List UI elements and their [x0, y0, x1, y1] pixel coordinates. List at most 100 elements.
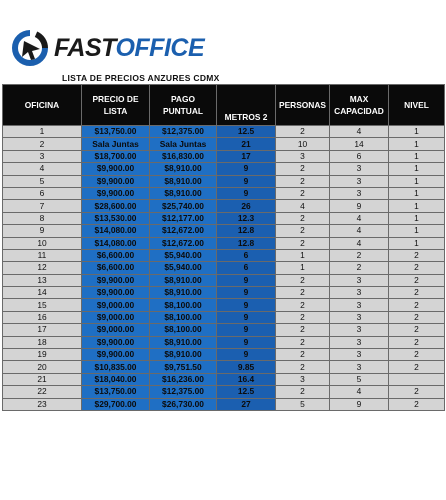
cell-precio: $6,600.00	[81, 261, 150, 275]
cell-metros: 9	[216, 186, 276, 201]
cell-max: 3	[329, 323, 389, 337]
cell-precio: $13,750.00	[81, 124, 150, 139]
cell-precio: $9,900.00	[81, 335, 150, 350]
cell-max: 9	[329, 397, 389, 412]
cell-pago: $16,830.00	[149, 149, 217, 164]
cell-precio: $6,600.00	[81, 248, 150, 263]
cell-max: 3	[329, 348, 389, 362]
cell-oficina: 20	[2, 360, 82, 374]
cell-precio: $9,900.00	[81, 162, 150, 176]
cell-oficina: 5	[2, 174, 82, 188]
cell-metros: 16.4	[216, 372, 276, 387]
cell-precio: $13,750.00	[81, 385, 150, 399]
cell-pago: $8,100.00	[149, 298, 217, 312]
cell-metros: 12.8	[216, 236, 276, 250]
cell-nivel	[388, 372, 445, 387]
cell-personas: 10	[275, 137, 330, 151]
cell-precio: $14,080.00	[81, 236, 150, 250]
cell-pago: $8,910.00	[149, 186, 217, 201]
cell-precio: $29,700.00	[81, 397, 150, 412]
cell-metros: 12.8	[216, 224, 276, 238]
table-row: 4 $9,900.00 $8,910.00 9 2 3 1	[2, 162, 445, 176]
cell-nivel: 2	[388, 360, 445, 374]
cell-oficina: 15	[2, 298, 82, 312]
cell-metros: 9	[216, 310, 276, 325]
fastoffice-logo: FASTOFFICE	[10, 27, 205, 69]
cell-pago: $12,672.00	[149, 236, 217, 250]
cell-nivel: 1	[388, 211, 445, 226]
cell-precio: $13,530.00	[81, 211, 150, 226]
cell-personas: 2	[275, 186, 330, 201]
cell-personas: 2	[275, 174, 330, 188]
cell-max: 3	[329, 273, 389, 288]
cell-nivel: 2	[388, 335, 445, 350]
cell-metros: 9	[216, 323, 276, 337]
header-oficina: OFICINA	[2, 84, 82, 126]
cell-pago: $8,910.00	[149, 174, 217, 188]
cell-personas: 2	[275, 335, 330, 350]
table-row: 17 $9,000.00 $8,100.00 9 2 3 2	[2, 323, 445, 337]
cell-oficina: 16	[2, 310, 82, 325]
cell-metros: 27	[216, 397, 276, 412]
cell-personas: 2	[275, 273, 330, 288]
cell-nivel: 1	[388, 186, 445, 201]
cell-max: 4	[329, 385, 389, 399]
table-row: 20 $10,835.00 $9,751.50 9.85 2 3 2	[2, 360, 445, 374]
cell-metros: 12.3	[216, 211, 276, 226]
cell-metros: 9	[216, 286, 276, 300]
cell-metros: 6	[216, 261, 276, 275]
header-pago: PAGO PUNTUAL	[149, 84, 217, 126]
table-row: 19 $9,900.00 $8,910.00 9 2 3 2	[2, 348, 445, 362]
table-row: 22 $13,750.00 $12,375.00 12.5 2 4 2	[2, 385, 445, 399]
table-row: 23 $29,700.00 $26,730.00 27 5 9 2	[2, 397, 445, 412]
cell-nivel: 2	[388, 310, 445, 325]
cell-nivel: 1	[388, 224, 445, 238]
cell-metros: 9	[216, 273, 276, 288]
list-title: LISTA DE PRECIOS ANZURES CDMX	[62, 73, 220, 83]
cell-nivel: 1	[388, 137, 445, 151]
cell-personas: 2	[275, 236, 330, 250]
cell-metros: 9	[216, 335, 276, 350]
cell-oficina: 2	[2, 137, 82, 151]
brand-name: FASTOFFICE	[54, 33, 205, 62]
cell-oficina: 4	[2, 162, 82, 176]
cell-max: 3	[329, 286, 389, 300]
table-row: 16 $9,000.00 $8,100.00 9 2 3 2	[2, 310, 445, 325]
cell-metros: 21	[216, 137, 276, 151]
cell-pago: $12,672.00	[149, 224, 217, 238]
cell-personas: 2	[275, 323, 330, 337]
cell-personas: 2	[275, 348, 330, 362]
cell-oficina: 17	[2, 323, 82, 337]
cell-pago: $8,910.00	[149, 286, 217, 300]
cell-oficina: 10	[2, 236, 82, 250]
table-row: 7 $28,600.00 $25,740.00 26 4 9 1	[2, 199, 445, 213]
cell-oficina: 6	[2, 186, 82, 201]
cell-oficina: 8	[2, 211, 82, 226]
cell-max: 4	[329, 236, 389, 250]
cell-nivel: 2	[388, 248, 445, 263]
brand-name-office: OFFICE	[115, 33, 205, 62]
cell-personas: 1	[275, 248, 330, 263]
cell-max: 3	[329, 162, 389, 176]
cell-metros: 26	[216, 199, 276, 213]
table-row: 18 $9,900.00 $8,910.00 9 2 3 2	[2, 335, 445, 350]
cell-pago: $12,177.00	[149, 211, 217, 226]
cell-metros: 6	[216, 248, 276, 263]
cell-pago: $8,910.00	[149, 335, 217, 350]
cell-nivel: 2	[388, 385, 445, 399]
cell-personas: 2	[275, 286, 330, 300]
cell-personas: 2	[275, 162, 330, 176]
cell-precio: $18,040.00	[81, 372, 150, 387]
cell-precio: $9,900.00	[81, 273, 150, 288]
cell-precio: $9,000.00	[81, 298, 150, 312]
cell-pago: $12,375.00	[149, 385, 217, 399]
cell-personas: 1	[275, 261, 330, 275]
cell-precio: $9,900.00	[81, 174, 150, 188]
table-row: 14 $9,900.00 $8,910.00 9 2 3 2	[2, 286, 445, 300]
cell-max: 9	[329, 199, 389, 213]
cell-oficina: 1	[2, 124, 82, 139]
cell-oficina: 18	[2, 335, 82, 350]
cell-pago: $8,100.00	[149, 323, 217, 337]
cell-nivel: 2	[388, 397, 445, 412]
cell-metros: 9	[216, 298, 276, 312]
